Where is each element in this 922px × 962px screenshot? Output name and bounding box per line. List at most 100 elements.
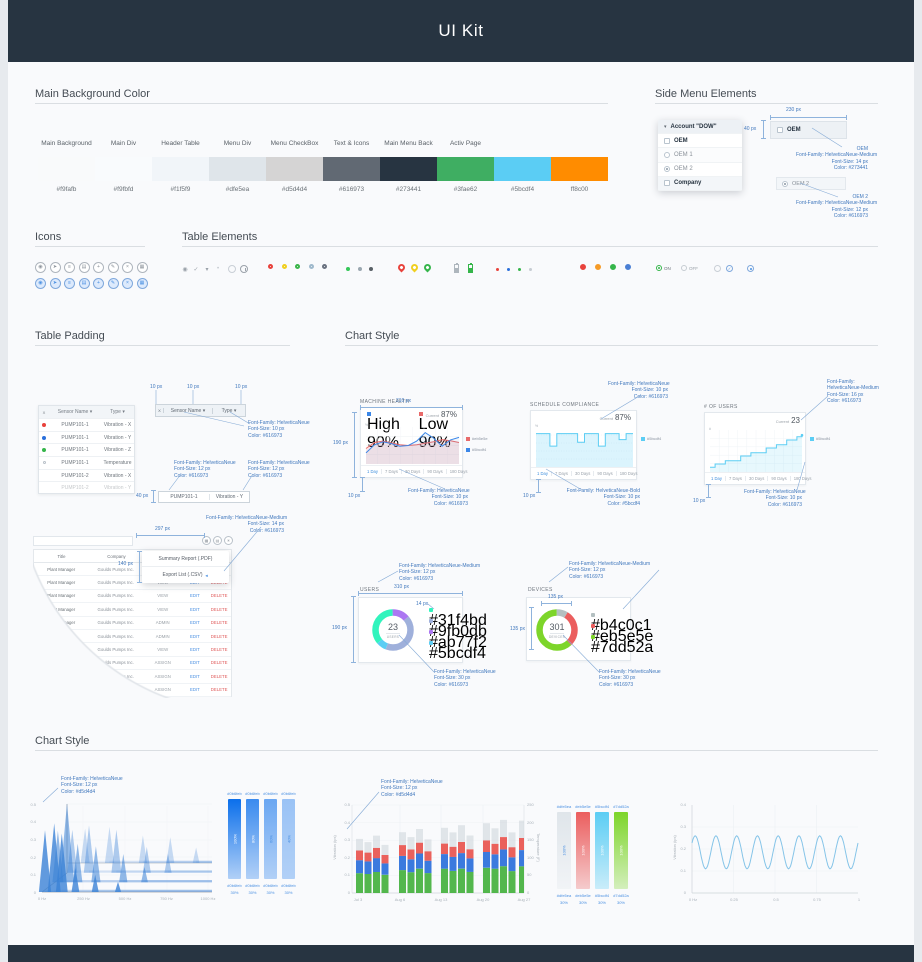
users-header-company[interactable]: Company [107, 553, 126, 559]
sensor-header-x[interactable]: X [42, 409, 46, 415]
legend-swatch-icon [591, 613, 595, 617]
report-icon[interactable]: ▤ [213, 536, 222, 545]
tab-7-days[interactable]: 7 Days [552, 471, 572, 476]
edit-icon[interactable]: ✎ [107, 262, 119, 273]
side-menu-item[interactable]: OEM [658, 134, 742, 149]
close-icon[interactable]: × [122, 262, 133, 273]
close-icon[interactable]: × [122, 277, 133, 289]
tab-90-days[interactable]: 90 Days [594, 471, 617, 476]
dimension-label: 10 px [523, 493, 536, 499]
tab-30-days[interactable]: 30 Days [746, 476, 769, 481]
edit-button[interactable]: EDIT [189, 593, 200, 599]
send-icon[interactable]: ➤ [49, 262, 61, 273]
export-dropdown: Summary Report (.PDF) Export List (.CSV) ◄ [142, 551, 229, 583]
palette-hex: #dfe5ea [225, 186, 250, 193]
edit-button[interactable]: EDIT [189, 633, 200, 639]
edit-button[interactable]: EDIT [189, 673, 200, 679]
user-rights-cell: VIEW [157, 647, 169, 653]
plus-icon[interactable]: + [93, 262, 104, 273]
gradient-bar: 60% [264, 799, 277, 879]
delete-button[interactable]: DELETE [210, 660, 228, 666]
tab-1-day[interactable]: 1 Day [708, 476, 726, 481]
tab-1-day[interactable]: 1 Day [364, 469, 382, 474]
annotation-line: Color: #616973 [249, 527, 284, 534]
annotation-line: Font-Family: HelveticaNeue [599, 669, 661, 675]
tab-7-days[interactable]: 7 Days [726, 476, 746, 481]
export-menu-item[interactable]: Summary Report (.PDF) [142, 551, 229, 567]
send-icon[interactable]: ➤ [49, 277, 61, 289]
users-header-title[interactable]: Title [57, 553, 66, 559]
checkbox-icon[interactable] [777, 127, 783, 133]
list-icon[interactable]: ≡ [64, 277, 75, 289]
circle-empty-icon[interactable] [714, 265, 721, 272]
side-menu-item[interactable]: OEM 1 [658, 148, 742, 163]
pin-icon[interactable]: ◉ [35, 277, 46, 289]
palette-swatch [323, 157, 380, 181]
grid-icon[interactable]: ▦ [136, 277, 148, 289]
tab-30-days[interactable]: 30 Days [572, 471, 595, 476]
legend-hex-label: #5bcdf4 [472, 447, 487, 452]
radio-icon[interactable] [664, 166, 670, 173]
tab-7-days[interactable]: 7 Days [382, 469, 402, 474]
archive-icon[interactable]: ▤ [78, 262, 90, 273]
side-menu-item[interactable]: ▾ Account "DOW" [658, 120, 742, 135]
current-value: 23 [791, 416, 800, 425]
legend-label: High 90% [367, 416, 400, 451]
bar-bottom-pct-label: 30% [559, 900, 568, 905]
spec-item-label: OEM 2 [792, 180, 810, 187]
checkbox-icon[interactable] [664, 137, 670, 144]
edit-button[interactable]: EDIT [189, 687, 200, 693]
annotation-line: Color: #d5d4d4 [61, 788, 96, 795]
radio-icon[interactable] [782, 180, 788, 187]
sensor-row-dot-cell [39, 435, 49, 440]
tab-1-day[interactable]: 1 Day [534, 471, 552, 476]
edit-button[interactable]: EDIT [189, 660, 200, 666]
export-menu-item[interactable]: Export List (.CSV) ◄ [142, 567, 229, 583]
section-title-icons: Icons [35, 231, 62, 243]
donut-legend-item: #31f4bd [429, 608, 487, 630]
page-title: UI Kit [438, 21, 484, 40]
sensor-name-cell: PUMP101-1 [61, 459, 89, 466]
tab-180-days[interactable]: 180 Days [619, 471, 638, 476]
settings-icon[interactable]: ✳ [224, 536, 233, 545]
sensor-header-name[interactable]: Sensor Name ▾ [57, 409, 93, 415]
edit-button[interactable]: EDIT [189, 647, 200, 653]
delete-button[interactable]: DELETE [210, 606, 228, 612]
tab-180-days[interactable]: 180 Days [793, 476, 812, 481]
annotation-line: Color: #616973 [599, 681, 634, 688]
pin-icon[interactable]: ◉ [35, 262, 46, 273]
tab-180-days[interactable]: 180 Days [449, 469, 468, 474]
side-menu-item[interactable]: Company [658, 176, 742, 191]
delete-button[interactable]: DELETE [210, 620, 228, 626]
grid-icon[interactable]: ▦ [202, 536, 211, 545]
delete-button[interactable]: DELETE [210, 647, 228, 653]
circle-icon[interactable] [664, 151, 670, 158]
radio-selected-icon[interactable] [747, 265, 754, 272]
checkbox-icon[interactable] [664, 180, 670, 187]
radio-on-icon[interactable] [656, 265, 662, 271]
edit-button[interactable]: EDIT [189, 620, 200, 626]
tab-90-days[interactable]: 90 Days [424, 469, 447, 474]
tab-90-days[interactable]: 90 Days [768, 476, 791, 481]
toggle-on[interactable]: ON [656, 265, 671, 271]
radio-off-icon[interactable] [681, 265, 687, 271]
edit-button[interactable]: EDIT [189, 606, 200, 612]
side-menu-item[interactable]: OEM 2 [658, 162, 742, 177]
list-icon[interactable]: ≡ [64, 262, 75, 273]
x-tick-label: 0 Hz [37, 896, 47, 901]
tiny-dot-icon [496, 267, 499, 271]
tab-30-days[interactable]: 30 Days [402, 469, 425, 474]
edit-icon[interactable]: ✎ [107, 277, 119, 289]
grid-icon[interactable]: ▦ [136, 262, 148, 273]
plus-icon[interactable]: + [93, 277, 104, 289]
delete-button[interactable]: DELETE [210, 593, 228, 599]
table-search-field[interactable] [33, 536, 133, 546]
toggle-off[interactable]: OFF [681, 265, 698, 271]
delete-button[interactable]: DELETE [210, 687, 228, 693]
sensor-header-type[interactable]: Type ▾ [110, 409, 125, 415]
archive-icon[interactable]: ▤ [78, 277, 90, 289]
delete-button[interactable]: DELETE [210, 633, 228, 639]
check-circle-icon[interactable]: ✓ [726, 265, 733, 272]
delete-button[interactable]: DELETE [210, 673, 228, 679]
